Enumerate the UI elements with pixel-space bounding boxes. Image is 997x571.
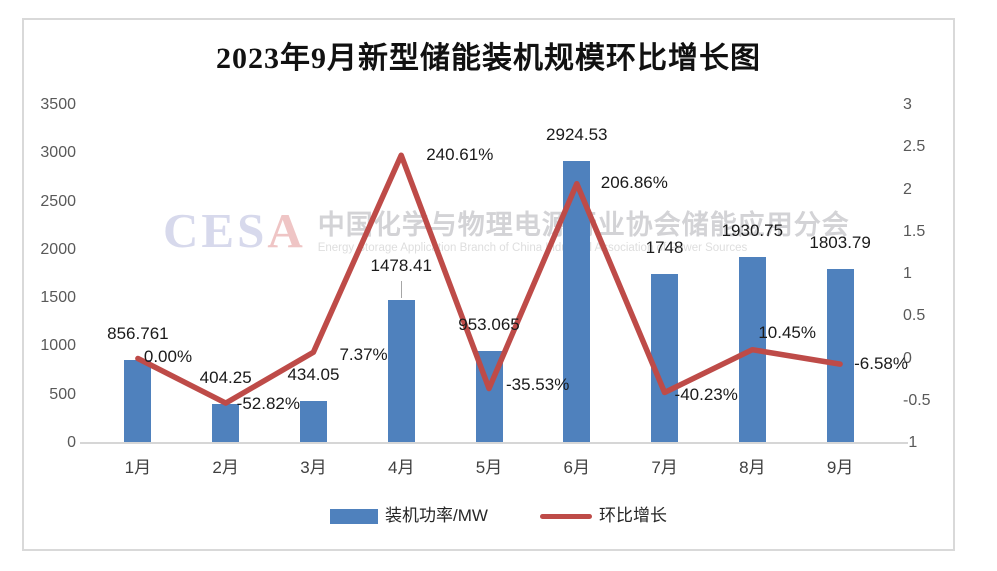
bar-value-label: 404.25 bbox=[199, 367, 252, 387]
bar-value-label: 1803.79 bbox=[809, 232, 871, 252]
pct-value-label: -52.82% bbox=[236, 394, 300, 414]
legend-label-bar: 装机功率/MW bbox=[385, 506, 488, 525]
bar-8月 bbox=[738, 256, 766, 443]
pct-value-label: 240.61% bbox=[426, 145, 494, 165]
legend-label-line: 环比增长 bbox=[598, 506, 667, 525]
bar-value-label: 856.761 bbox=[107, 324, 169, 344]
x-axis-line bbox=[80, 442, 908, 444]
x-axis-label-5月: 5月 bbox=[475, 458, 503, 477]
bar-value-label: 2924.53 bbox=[546, 124, 608, 144]
legend-item-line: 环比增长 bbox=[539, 506, 667, 526]
bar-value-label: 1930.75 bbox=[721, 220, 784, 240]
x-axis-label-6月: 6月 bbox=[563, 458, 590, 477]
left-axis-tick: 2000 bbox=[40, 240, 76, 258]
right-axis-tick: -1 bbox=[903, 434, 918, 451]
line-series-swatch-icon bbox=[539, 513, 592, 519]
bar-2月 bbox=[212, 403, 240, 443]
bar-5月 bbox=[475, 350, 503, 443]
bar-3月 bbox=[299, 401, 327, 443]
pct-value-label: -6.58% bbox=[854, 354, 908, 374]
left-axis-tick: 3500 bbox=[40, 96, 76, 113]
right-axis-tick: -0.5 bbox=[903, 391, 931, 409]
x-axis-label-3月: 3月 bbox=[300, 458, 327, 477]
x-axis-label-1月: 1月 bbox=[124, 458, 152, 477]
left-axis-tick: 1500 bbox=[40, 289, 76, 307]
bar-4月 bbox=[387, 300, 415, 443]
legend-item-bar: 装机功率/MW bbox=[330, 506, 488, 526]
right-axis-tick: 0.5 bbox=[903, 307, 926, 325]
bar-series-swatch-icon bbox=[330, 508, 379, 524]
pct-value-label: 0.00% bbox=[143, 346, 193, 366]
chart-title: 2023年9月新型储能装机规模环比增长图 bbox=[216, 42, 761, 75]
pct-value-label: 7.37% bbox=[339, 345, 388, 365]
bar-value-label: 953.065 bbox=[458, 314, 520, 334]
right-axis-tick: 3 bbox=[903, 96, 912, 113]
x-axis-label-4月: 4月 bbox=[387, 458, 415, 477]
bar-value-label: 1748 bbox=[645, 238, 684, 258]
left-axis-tick: 1000 bbox=[40, 337, 76, 355]
left-axis-tick: 2500 bbox=[40, 192, 76, 210]
right-axis-tick: 1 bbox=[903, 265, 912, 282]
right-axis-tick: 2 bbox=[903, 180, 912, 198]
bar-7月 bbox=[651, 274, 679, 443]
bar-6月 bbox=[563, 160, 591, 443]
left-axis-tick: 3000 bbox=[40, 144, 76, 162]
pct-value-label: -35.53% bbox=[506, 374, 570, 394]
bar-value-label: 1478.41 bbox=[370, 256, 432, 276]
legend: 装机功率/MW 环比增长 bbox=[22, 506, 975, 526]
x-axis-label-7月: 7月 bbox=[651, 458, 678, 477]
pct-value-label: -40.23% bbox=[674, 385, 738, 405]
x-axis-label-8月: 8月 bbox=[739, 458, 766, 477]
pct-value-label: 10.45% bbox=[758, 322, 816, 342]
right-axis-tick: 0 bbox=[903, 349, 912, 367]
left-axis-tick: 500 bbox=[49, 385, 76, 403]
label-leader-line bbox=[400, 281, 403, 299]
pct-value-label: 206.86% bbox=[600, 172, 668, 192]
bar-1月 bbox=[124, 360, 152, 443]
x-axis-label-2月: 2月 bbox=[212, 458, 239, 477]
right-axis-tick: 1.5 bbox=[903, 222, 926, 240]
right-axis-tick: 2.5 bbox=[903, 138, 926, 156]
x-axis-label-9月: 9月 bbox=[826, 458, 854, 477]
bar-9月 bbox=[826, 268, 854, 443]
bar-value-label: 434.05 bbox=[287, 365, 340, 385]
left-axis-tick: 0 bbox=[67, 434, 76, 451]
